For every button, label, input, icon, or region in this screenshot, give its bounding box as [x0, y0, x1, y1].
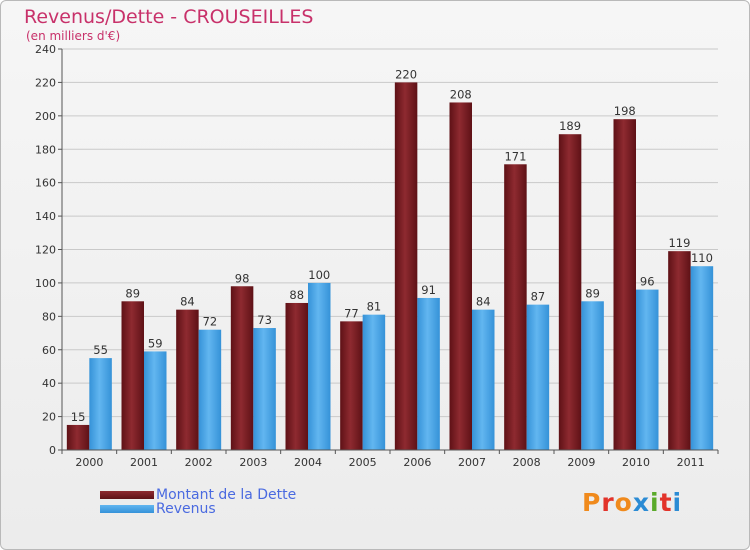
bar-dette-2008: [504, 164, 527, 450]
chart-title: Revenus/Dette - CROUSEILLES: [24, 6, 314, 28]
bar-dette-2003: [230, 286, 254, 450]
value-label: 77: [344, 306, 359, 320]
legend-item-dette: Montant de la Dette: [100, 487, 297, 503]
x-tick-label: 2009: [567, 456, 595, 469]
bar-revenus-2010: [636, 289, 659, 450]
logo-letter: i: [650, 488, 660, 517]
value-label: 98: [235, 271, 250, 285]
axes: [61, 49, 718, 451]
y-axis-ticks: 0 20 40 60 80 100 120 140 160 180 200 220 240: [35, 43, 62, 457]
value-label: 72: [203, 315, 218, 329]
y-tick-label: 80: [42, 310, 56, 323]
value-label: 208: [450, 87, 472, 101]
value-label: 96: [640, 275, 655, 289]
x-tick-label: 2006: [403, 456, 431, 469]
value-label: 119: [668, 236, 690, 250]
bar-revenus-2007: [472, 309, 495, 450]
value-label: 89: [125, 286, 140, 300]
x-tick-label: 2005: [349, 456, 377, 469]
legend-label-revenus: Revenus: [156, 501, 216, 517]
value-label: 73: [257, 313, 272, 327]
logo-letter: i: [672, 488, 683, 517]
grid-lines: [62, 48, 718, 418]
logo-letter: o: [614, 488, 633, 517]
y-tick-label: 180: [35, 143, 56, 156]
logo-letter: x: [632, 488, 650, 517]
legend-swatch-revenus: [100, 505, 154, 513]
bar-dette-2006: [394, 82, 418, 451]
bar-revenus-2009: [581, 301, 604, 450]
logo-letter: r: [601, 488, 615, 517]
bar-dette-2010: [613, 119, 636, 451]
bar-dette-2007: [449, 102, 472, 450]
value-label: 88: [289, 288, 304, 302]
chart-subtitle: (en milliers d'€): [26, 29, 121, 43]
bar-revenus-2008: [526, 304, 550, 450]
value-label: 84: [476, 295, 491, 309]
bar-revenus-2000: [89, 358, 112, 450]
y-tick-label: 40: [42, 377, 56, 390]
x-tick-label: 2008: [513, 456, 541, 469]
proxiti-logo: Proxiti: [582, 488, 682, 517]
bar-dette-2001: [121, 301, 144, 450]
logo-letter: P: [582, 488, 602, 517]
y-tick-label: 60: [42, 344, 56, 357]
y-tick-label: 240: [35, 43, 56, 56]
y-tick-label: 160: [35, 177, 56, 190]
value-label: 59: [148, 336, 163, 350]
x-tick-label: 2002: [185, 456, 213, 469]
bar-revenus-2002: [198, 329, 222, 450]
value-label: 220: [395, 67, 417, 81]
bar-dette-2005: [340, 321, 363, 450]
value-label: 84: [180, 295, 195, 309]
value-label: 81: [367, 300, 382, 314]
logo-letter: t: [659, 488, 673, 517]
bar-revenus-2001: [144, 351, 167, 450]
bar-dette-2002: [176, 309, 199, 450]
bar-revenus-2006: [417, 297, 440, 450]
y-tick-label: 0: [49, 444, 56, 457]
y-tick-label: 120: [35, 244, 56, 257]
x-tick-label: 2010: [622, 456, 650, 469]
value-label: 55: [93, 343, 108, 357]
legend-item-revenus: Revenus: [100, 501, 216, 517]
value-label: 198: [614, 104, 636, 118]
y-tick-label: 200: [35, 110, 56, 123]
x-tick-label: 2001: [130, 456, 158, 469]
bar-revenus-2003: [253, 328, 276, 450]
x-tick-label: 2007: [458, 456, 486, 469]
y-tick-label: 100: [35, 277, 56, 290]
value-label: 110: [691, 251, 713, 265]
x-tick-label: 2003: [239, 456, 267, 469]
x-axis-ticks: 2000 2001 2002 2003 2004 2005 2006 2007 2008 2009…: [61, 450, 719, 469]
bar-dette-2009: [558, 134, 582, 450]
value-label: 171: [504, 149, 526, 163]
bars: [66, 82, 714, 451]
bar-dette-2004: [285, 302, 308, 450]
x-tick-label: 2011: [677, 456, 705, 469]
y-tick-label: 140: [35, 210, 56, 223]
y-tick-label: 20: [42, 411, 56, 424]
value-label: 15: [71, 410, 86, 424]
bar-dette-2000: [66, 424, 90, 450]
bar-revenus-2004: [308, 282, 331, 450]
value-label: 189: [559, 119, 581, 133]
value-label: 100: [308, 268, 330, 282]
legend-label-dette: Montant de la Dette: [156, 487, 297, 503]
bar-revenus-2005: [362, 314, 386, 450]
legend-swatch-dette: [100, 491, 154, 499]
value-label: 91: [421, 283, 436, 297]
y-tick-label: 220: [35, 76, 56, 89]
value-label: 89: [585, 286, 600, 300]
bar-revenus-2011: [690, 266, 714, 450]
x-tick-label: 2004: [294, 456, 322, 469]
value-label: 87: [531, 290, 546, 304]
value-labels: 15 55 89 59 84 72 98 73 88 100 77 81 220 91 208 84 171 87…: [71, 67, 713, 424]
x-tick-label: 2000: [75, 456, 103, 469]
bar-dette-2011: [668, 251, 691, 450]
